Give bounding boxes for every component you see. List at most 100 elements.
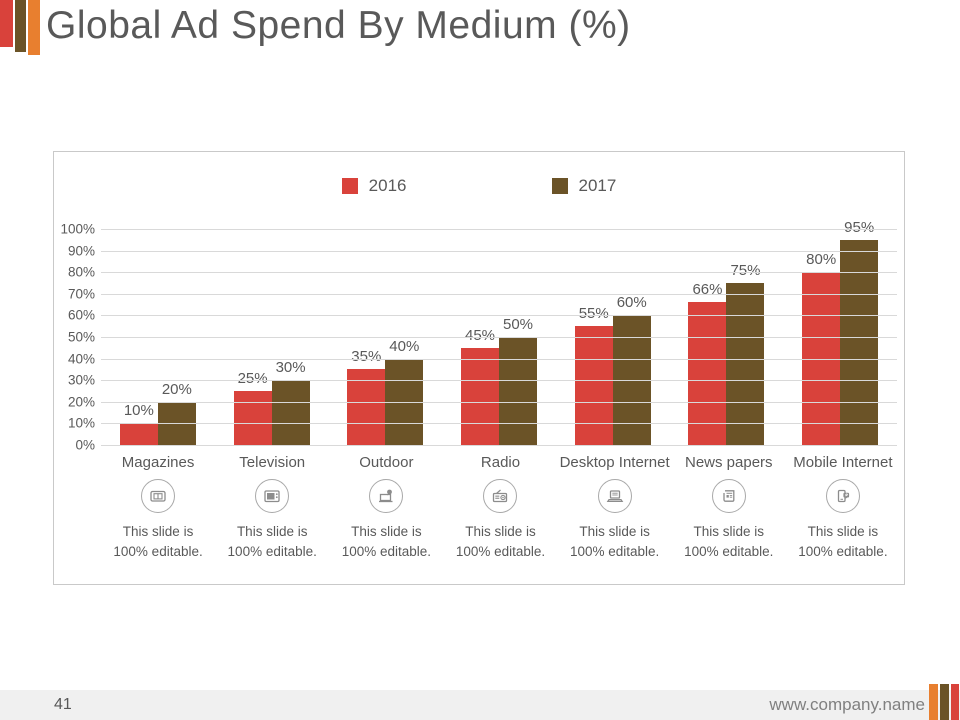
- bar-value-label: 30%: [275, 359, 306, 377]
- category-cards: Magazines This slide is 100% editable. Tele…: [101, 454, 900, 561]
- caption-line2: 100% editable.: [684, 543, 774, 559]
- television-icon: [255, 479, 290, 513]
- y-tick-label: 90%: [67, 243, 95, 259]
- legend-swatch: [341, 178, 358, 194]
- footer-bar: 41 www.company.name: [0, 690, 960, 720]
- bar-2017-mobile-internet: 95%: [840, 219, 879, 445]
- caption-line2: 100% editable.: [113, 543, 203, 559]
- caption-line2: 100% editable.: [798, 543, 888, 559]
- caption-line1: This slide is: [351, 524, 422, 539]
- category-card-news-papers: News papers This slide is 100% editable.: [672, 454, 786, 561]
- accent-stripe-red: [951, 684, 959, 720]
- caption-line2: 100% editable.: [341, 543, 432, 559]
- gridline: [101, 337, 897, 338]
- y-tick-label: 10%: [67, 415, 95, 431]
- bar-2016-desktop-internet: 55%: [574, 305, 613, 445]
- radio-icon: [483, 479, 518, 513]
- bar-value-label: 20%: [161, 380, 192, 398]
- y-tick-label: 70%: [67, 286, 95, 302]
- legend-swatch: [551, 178, 568, 194]
- accent-stripe-red: [0, 0, 13, 47]
- bar-value-label: 55%: [578, 305, 609, 323]
- accent-stripe-brown: [940, 684, 949, 720]
- gridline: [101, 293, 897, 295]
- legend-label: 2016: [368, 176, 407, 195]
- category-card-mobile-internet: Mobile Internet This slide is 100% editabl…: [786, 454, 900, 561]
- y-tick-label: 20%: [67, 394, 95, 410]
- y-tick-label: 40%: [67, 351, 95, 367]
- bar-value-label: 25%: [237, 370, 268, 387]
- gridline: [101, 229, 897, 230]
- bar-group-radio: 45% 50%: [442, 229, 556, 445]
- category-label: Mobile Internet: [793, 454, 893, 471]
- footer-accent-stripes: [929, 684, 959, 720]
- gridline: [101, 423, 897, 425]
- caption-line2: 100% editable.: [569, 543, 660, 559]
- outdoor-icon: [369, 479, 404, 513]
- gridline: [101, 272, 897, 274]
- bar-value-label: 80%: [806, 251, 837, 269]
- category-card-outdoor: Outdoor This slide is 100% editable.: [329, 454, 443, 561]
- category-card-radio: Radio This slide is 100% editable.: [443, 454, 557, 561]
- bar-value-label: 10%: [123, 402, 154, 420]
- category-label: Radio: [480, 454, 521, 471]
- caption-line1: This slide is: [579, 524, 650, 539]
- bar-group-news-papers: 66% 75%: [670, 229, 784, 445]
- category-card-magazines: Magazines This slide is 100% editable.: [101, 454, 215, 561]
- bar-2017-television: 30%: [271, 359, 310, 445]
- caption-line1: This slide is: [807, 524, 879, 539]
- caption-line1: This slide is: [122, 524, 194, 539]
- y-tick-label: 80%: [67, 264, 95, 280]
- legend-item-2017: 2017: [551, 176, 617, 196]
- footer-url: www.company.name: [769, 695, 925, 714]
- bar-2016-magazines: 10%: [119, 402, 158, 445]
- caption-line1: This slide is: [465, 524, 536, 539]
- accent-stripe-orange: [929, 684, 938, 720]
- page-number: 41: [54, 696, 72, 713]
- bar-chart: 0% 10% 20% 30% 40% 50% 60% 70% 80% 90% 100% 10% 20%…: [58, 219, 897, 453]
- bar-group-television: 25% 30%: [215, 229, 329, 445]
- category-label: News papers: [685, 454, 773, 471]
- y-axis: 0% 10% 20% 30% 40% 50% 60% 70% 80% 90% 100%: [58, 222, 101, 453]
- bar-value-label: 75%: [730, 262, 761, 279]
- chart-panel: 2016 2017 0% 10% 20% 30% 40% 50% 60% 70% 80% 90% 10…: [53, 151, 905, 585]
- bar-value-label: 95%: [844, 218, 875, 236]
- bar-value-label: 40%: [389, 337, 420, 355]
- bar-group-magazines: 10% 20%: [101, 229, 215, 445]
- desktop-internet-icon: [597, 479, 632, 513]
- y-tick-label: 30%: [67, 372, 95, 388]
- caption-line1: This slide is: [236, 524, 308, 539]
- page-title: Global Ad Spend By Medium (%): [46, 4, 631, 47]
- bar-2016-radio: 45%: [461, 327, 500, 445]
- gridline: [101, 401, 897, 403]
- caption-line2: 100% editable.: [227, 543, 317, 559]
- bar-2017-radio: 50%: [499, 316, 538, 445]
- legend-item-2016: 2016: [341, 176, 407, 196]
- chart-legend: 2016 2017: [54, 176, 904, 196]
- editable-caption: This slide is 100% editable.: [684, 522, 773, 561]
- newspaper-icon: [711, 479, 746, 513]
- category-label: Desktop Internet: [559, 454, 670, 471]
- editable-caption: This slide is 100% editable.: [113, 522, 202, 561]
- plot-area: 10% 20% 25% 30% 35% 40% 45% 50% 55% 60% 66% 75% 80% 9…: [101, 219, 897, 446]
- category-label: Magazines: [121, 454, 195, 471]
- caption-line2: 100% editable.: [455, 543, 546, 559]
- bar-2017-news-papers: 75%: [726, 262, 765, 445]
- magazine-icon: [141, 479, 176, 513]
- bar-value-label: 45%: [465, 326, 496, 344]
- editable-caption: This slide is 100% editable.: [570, 522, 659, 561]
- bar-2016-outdoor: 35%: [347, 348, 386, 445]
- y-tick-label: 100%: [60, 221, 95, 237]
- gridline: [101, 445, 897, 446]
- editable-caption: This slide is 100% editable.: [342, 522, 431, 561]
- editable-caption: This slide is 100% editable.: [798, 522, 887, 561]
- accent-stripe-brown: [15, 0, 26, 52]
- bar-2016-television: 25%: [233, 370, 272, 445]
- accent-stripe-orange: [28, 0, 40, 55]
- legend-label: 2017: [578, 176, 617, 195]
- editable-caption: This slide is 100% editable.: [456, 522, 545, 561]
- y-tick-label: 60%: [67, 307, 95, 323]
- bar-value-label: 66%: [692, 281, 723, 299]
- y-tick-label: 50%: [67, 329, 95, 345]
- category-label: Television: [239, 454, 306, 471]
